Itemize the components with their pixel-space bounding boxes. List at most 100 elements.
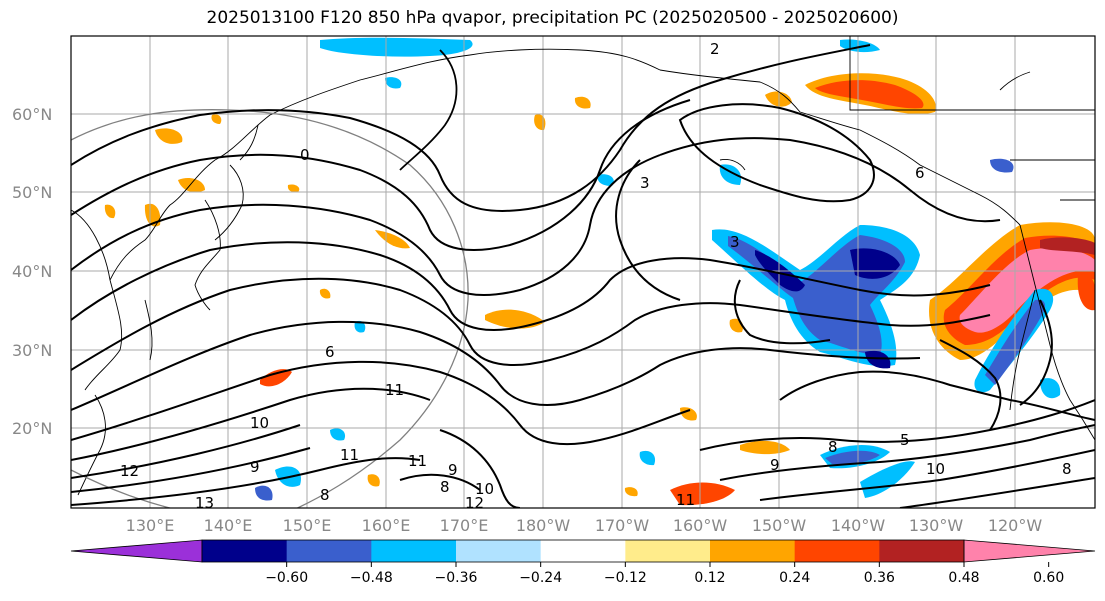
contour-label: 11 (340, 446, 359, 464)
contour-label: 6 (325, 343, 335, 361)
colorbar-extend-high (963, 539, 1096, 563)
colorbar-tick-label: −0.36 (435, 570, 478, 586)
negative-anomaly-region (330, 428, 346, 441)
colorbar-segment (710, 540, 796, 562)
contour-label: 10 (250, 414, 269, 432)
contour-label: 13 (195, 494, 214, 512)
lat-label: 60°N (12, 105, 52, 124)
colorbar-segment (286, 540, 372, 562)
positive-anomaly-region (104, 204, 116, 219)
colorbar: −0.60 −0.48 −0.36 −0.24 −0.12 0.12 0.24 0.36 0.4… (70, 539, 1096, 586)
positive-anomaly-region (485, 309, 545, 329)
positive-anomaly-region (740, 440, 790, 455)
positive-anomaly-region (574, 96, 591, 109)
contour-label: 10 (926, 460, 945, 478)
negative-anomaly-region (860, 461, 915, 498)
colorbar-tick-label: 0.60 (1033, 570, 1064, 586)
lon-label: 130°E (126, 516, 175, 535)
contour-label: 9 (448, 461, 458, 479)
negative-anomaly-region (597, 174, 614, 186)
positive-anomaly-region (1040, 237, 1095, 255)
longitude-labels: 130°E 140°E 150°E 160°E 170°E 180°W 170°… (126, 516, 1043, 535)
colorbar-segment (540, 540, 626, 562)
contour-label: 8 (320, 486, 330, 504)
contour-label: 8 (1062, 460, 1072, 478)
contour-label: 11 (385, 381, 404, 399)
lon-label: 160°W (673, 516, 728, 535)
negative-anomaly-region (639, 450, 656, 466)
negative-anomaly-region (354, 320, 366, 333)
lat-label: 40°N (12, 262, 52, 281)
colorbar-tick-label: 0.36 (864, 570, 895, 586)
positive-anomaly-region (144, 203, 161, 227)
colorbar-segment (202, 540, 288, 562)
coastlines (71, 36, 1095, 496)
positive-anomaly-region (670, 482, 735, 506)
contour-line (399, 49, 458, 171)
lon-label: 150°W (752, 516, 807, 535)
contour-label: 0 (300, 146, 310, 164)
contour-label: 12 (465, 494, 484, 512)
contour-label: 2 (710, 40, 720, 58)
colorbar-tick-label: 0.24 (779, 570, 810, 586)
lon-label: 130°W (909, 516, 964, 535)
positive-anomaly-region (680, 407, 697, 421)
lat-label: 50°N (12, 183, 52, 202)
negative-anomaly-region (825, 450, 880, 465)
positive-anomaly-region (319, 288, 331, 299)
colorbar-segment (625, 540, 711, 562)
qvapor-contours (71, 44, 1095, 508)
lon-label: 160°E (362, 516, 411, 535)
colorbar-tick-label: −0.48 (350, 570, 393, 586)
positive-anomaly-region (287, 184, 300, 193)
positive-anomaly-region (375, 230, 410, 249)
lon-label: 180°W (516, 516, 571, 535)
contour-label: 11 (408, 452, 427, 470)
negative-anomaly-region (385, 77, 402, 89)
contour-label: 11 (676, 491, 695, 509)
map-frame (70, 35, 1096, 509)
lon-label: 170°W (595, 516, 650, 535)
lon-label: 150°E (283, 516, 332, 535)
lon-label: 140°E (204, 516, 253, 535)
positive-anomaly-region (155, 128, 183, 144)
positive-anomaly-region (178, 178, 205, 193)
colorbar-segment (371, 540, 457, 562)
colorbar-tick-label: 0.12 (694, 570, 725, 586)
lat-label: 20°N (12, 419, 52, 438)
negative-anomaly-region (990, 158, 1014, 173)
contour-label: 5 (900, 431, 910, 449)
negative-anomaly-region (865, 350, 891, 369)
contour-label: 12 (120, 462, 139, 480)
contour-label: 8 (440, 478, 450, 496)
positive-anomaly-region (624, 487, 638, 497)
contour-label: 9 (250, 458, 260, 476)
colorbar-tick-label: −0.24 (519, 570, 562, 586)
lon-label: 120°W (988, 516, 1043, 535)
lat-label: 30°N (12, 341, 52, 360)
map-title: 2025013100 F120 850 hPa qvapor, precipit… (206, 8, 899, 28)
lon-label: 170°E (440, 516, 489, 535)
colorbar-frame (201, 539, 965, 563)
contour-label: 8 (828, 438, 838, 456)
colorbar-tick-label: −0.12 (604, 570, 647, 586)
positive-anomaly-region (260, 369, 292, 387)
lon-label: 140°W (831, 516, 886, 535)
contour-label: 6 (915, 164, 925, 182)
negative-anomaly-region (255, 485, 273, 501)
positive-anomaly-region (959, 248, 1095, 333)
contour-label: 9 (770, 456, 780, 474)
positive-anomaly-region (367, 474, 380, 487)
contour-label: 3 (640, 174, 650, 192)
colorbar-tick-label: −0.60 (265, 570, 308, 586)
negative-anomaly-region (320, 37, 473, 57)
positive-anomaly-region (534, 114, 546, 131)
positive-anomaly-region (815, 80, 924, 109)
colorbar-segment (794, 540, 880, 562)
positive-anomaly-region (211, 114, 222, 124)
colorbar-segment (456, 540, 542, 562)
positive-anomaly-region (729, 318, 744, 333)
contour-label: 10 (475, 480, 494, 498)
contour-label: 3 (730, 233, 740, 251)
